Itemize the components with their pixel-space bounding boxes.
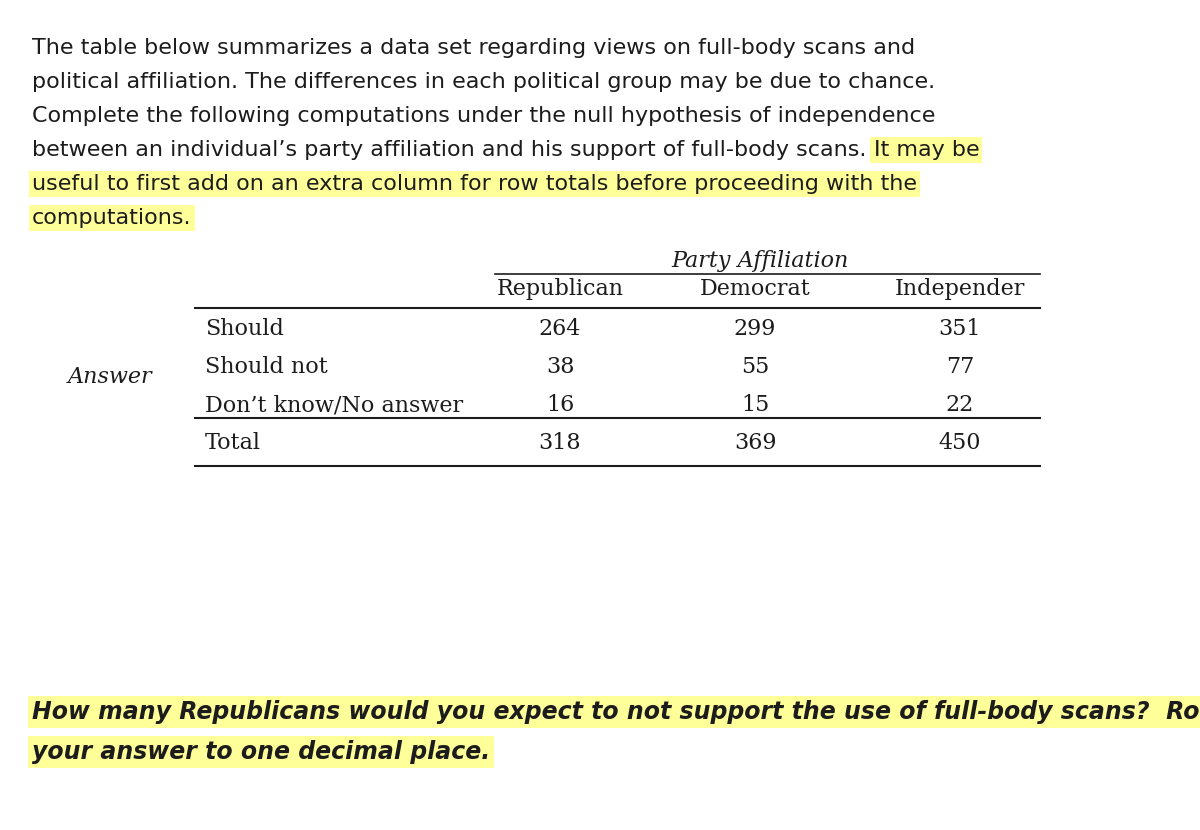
Text: 22: 22 <box>946 394 974 416</box>
Text: Republican: Republican <box>497 278 624 300</box>
Text: 77: 77 <box>946 356 974 378</box>
Text: 16: 16 <box>546 394 574 416</box>
Text: Should not: Should not <box>205 356 328 378</box>
Text: 450: 450 <box>938 432 982 454</box>
Text: 38: 38 <box>546 356 575 378</box>
Text: 299: 299 <box>734 318 776 340</box>
Text: Party Affiliation: Party Affiliation <box>671 250 848 272</box>
Text: 318: 318 <box>539 432 581 454</box>
Text: your answer to one decimal place.: your answer to one decimal place. <box>32 740 491 764</box>
Text: Independer: Independer <box>895 278 1025 300</box>
Text: It may be: It may be <box>874 140 979 160</box>
Text: political affiliation. The differences in each political group may be due to cha: political affiliation. The differences i… <box>32 72 935 92</box>
Text: Total: Total <box>205 432 262 454</box>
Text: 351: 351 <box>938 318 982 340</box>
Text: 55: 55 <box>740 356 769 378</box>
Text: 369: 369 <box>733 432 776 454</box>
Text: Don’t know/No answer: Don’t know/No answer <box>205 394 463 416</box>
Text: 15: 15 <box>740 394 769 416</box>
Text: between an individual’s party affiliation and his support of full-body scans.: between an individual’s party affiliatio… <box>32 140 874 160</box>
Text: 264: 264 <box>539 318 581 340</box>
Text: Should: Should <box>205 318 284 340</box>
Text: computations.: computations. <box>32 208 192 228</box>
Text: Democrat: Democrat <box>700 278 810 300</box>
Text: useful to first add on an extra column for row totals before proceeding with the: useful to first add on an extra column f… <box>32 174 917 194</box>
Text: How many Republicans would you expect to not support the use of full-body scans?: How many Republicans would you expect to… <box>32 700 1200 724</box>
Text: The table below summarizes a data set regarding views on full-body scans and: The table below summarizes a data set re… <box>32 38 916 58</box>
Text: Answer: Answer <box>67 366 152 388</box>
Text: Complete the following computations under the null hypothesis of independence: Complete the following computations unde… <box>32 106 935 126</box>
